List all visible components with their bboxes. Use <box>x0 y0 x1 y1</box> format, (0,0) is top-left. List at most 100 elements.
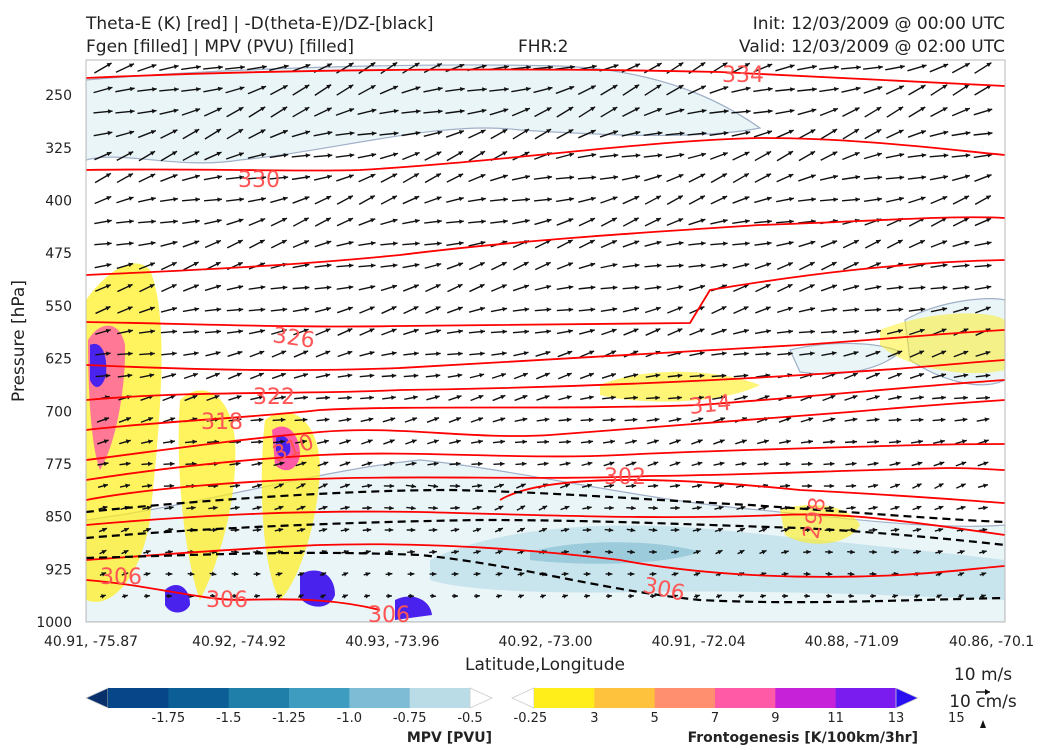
wind-vector-head <box>832 240 838 245</box>
wind-vector-head <box>936 594 942 599</box>
wind-vector-head <box>763 439 769 444</box>
wind-vector-head <box>721 328 727 334</box>
wind-vector-head <box>585 593 590 599</box>
wind-vector-head <box>700 284 706 290</box>
wind-vector-head <box>590 106 596 112</box>
wind-vector-head <box>195 108 201 113</box>
wind-vector-head <box>303 328 309 333</box>
wind-vector-head <box>410 549 415 555</box>
wind-vector-head <box>765 306 771 311</box>
wind-vector-head <box>541 527 547 533</box>
wind-vector-head <box>942 84 948 90</box>
wind-vector-head <box>415 130 421 136</box>
wind-vector-head <box>718 505 724 511</box>
wind-vector-head <box>719 483 724 489</box>
wind-vector-head <box>943 153 949 158</box>
wind-vector-head <box>651 593 656 599</box>
wind-vector-head <box>634 107 640 112</box>
wind-vector-head <box>942 196 948 201</box>
wind-vector-head <box>322 527 328 533</box>
mpv-colorbar-label: MPV [PVU] <box>407 730 492 746</box>
wind-vector-head <box>630 527 636 533</box>
theta-e-label: 322 <box>253 385 295 410</box>
wind-vector-head <box>240 65 245 70</box>
wind-vector-head <box>635 130 641 136</box>
wind-vector-head <box>255 571 261 577</box>
wind-vector-head <box>812 87 817 92</box>
wind-vector-head <box>964 174 970 179</box>
wind-vector-head <box>871 593 876 599</box>
wind-vector-head <box>217 174 223 180</box>
wind-vector-head <box>985 195 991 200</box>
wind-vector-head <box>459 109 465 114</box>
wind-vector-head <box>151 64 157 69</box>
wind-vector-head <box>963 373 969 378</box>
wind-vector-head <box>305 153 311 158</box>
wind-vector-head <box>766 151 772 156</box>
wind-vector-head <box>437 130 443 135</box>
title-line-2: Fgen [filled] | MPV (PVU) [filled] <box>86 37 355 57</box>
wind-vector-head <box>501 372 506 378</box>
wind-vector-head <box>591 152 597 158</box>
wind-vector-head <box>919 328 925 334</box>
wind-vector-head <box>789 196 794 202</box>
wind-vector-head <box>607 571 613 577</box>
wind-vector-head <box>303 395 308 400</box>
wind-vector-head <box>393 108 399 114</box>
wind-vector-head <box>784 527 790 533</box>
wind-vector-head <box>789 64 795 69</box>
wind-vector-head <box>304 307 310 312</box>
wind-vector-head <box>850 549 855 555</box>
wind-vector-head <box>409 571 415 577</box>
wind-vector-head <box>590 262 596 268</box>
wind-vector-head <box>233 593 238 599</box>
wind-vector-head <box>326 196 332 201</box>
wind-vector-head <box>697 461 703 466</box>
wind-vector-head <box>700 218 706 223</box>
wind-vector-head <box>832 329 838 334</box>
wind-vector-head <box>173 219 178 224</box>
wind-vector-head <box>522 395 528 400</box>
wind-vector-head <box>501 351 507 356</box>
wind-vector-head <box>475 593 480 599</box>
wind-vector-head <box>941 395 946 401</box>
wind-vector-head <box>699 351 705 356</box>
wind-vector-head <box>678 285 684 290</box>
wind-vector-head <box>986 218 992 223</box>
wind-vector-head <box>723 131 729 136</box>
wind-vector-head <box>918 372 924 378</box>
wind-vector-head <box>655 395 660 401</box>
wind-vector-head <box>699 328 705 333</box>
wind-vector-head <box>282 196 288 201</box>
wind-vector-head <box>345 461 351 466</box>
wind-vector-head <box>106 196 112 201</box>
wind-vector-head <box>743 173 749 178</box>
wind-vector-head <box>169 461 175 467</box>
wind-vector-head <box>411 483 417 489</box>
wind-vector-head <box>876 129 882 134</box>
wind-vector-head <box>960 505 966 511</box>
wind-vector-head <box>873 461 879 467</box>
wind-vector-head <box>261 196 266 202</box>
wind-vector-head <box>849 571 855 577</box>
wind-vector-head <box>565 461 571 467</box>
wind-vector-head <box>874 417 880 423</box>
wind-vector-head <box>546 107 552 112</box>
wind-vector-head <box>810 240 816 245</box>
wind-vector-head <box>963 217 969 223</box>
wind-vector-head <box>391 328 397 333</box>
colorbar-tick-label: -0.75 <box>393 711 427 726</box>
wind-vector-head <box>146 527 152 533</box>
wind-vector-head <box>480 306 485 312</box>
wind-vector-head <box>433 439 439 444</box>
wind-vector-head <box>458 262 464 267</box>
wind-vector-head <box>260 106 266 112</box>
wind-vector-head <box>678 263 684 268</box>
wind-vector-head <box>790 87 795 92</box>
wind-vector-head <box>921 153 927 158</box>
wind-vector-head <box>106 151 112 157</box>
wind-vector-head <box>453 571 459 577</box>
wind-vector-head <box>834 65 839 70</box>
wind-vector-head <box>548 65 553 70</box>
wind-vector-head <box>481 64 487 69</box>
